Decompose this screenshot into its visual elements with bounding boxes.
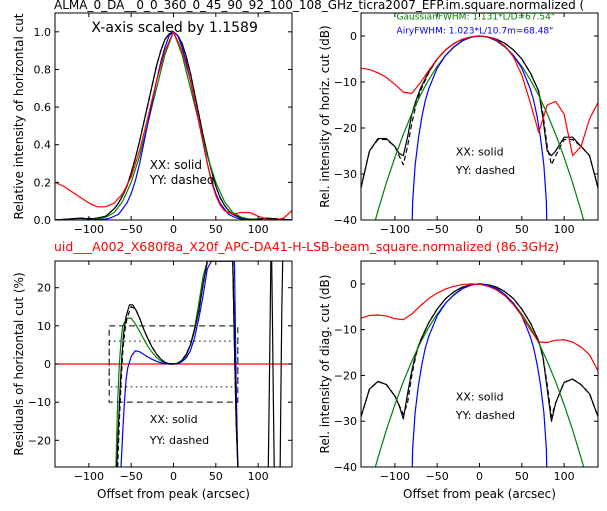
axes-frame: [360, 260, 599, 468]
x-tick-label: −100: [380, 223, 410, 236]
x-tick-label: −50: [426, 223, 449, 236]
y-tick-label: 0.8: [34, 63, 52, 76]
y-axis-label: Rel. intensity of horiz. cut (dB): [318, 25, 332, 207]
annotation-text: XX: solid: [456, 391, 504, 404]
x-tick-label: 50: [515, 470, 529, 483]
y-tick-label: 0.2: [34, 176, 52, 189]
x-tick-label: 50: [209, 223, 223, 236]
x-tick-label: −50: [426, 470, 449, 483]
x-tick-label: 0: [476, 470, 483, 483]
x-tick-label: 50: [515, 223, 529, 236]
y-tick-label: 10: [37, 320, 51, 333]
series-line-3: [55, 31, 292, 220]
x-tick-label: −100: [380, 470, 410, 483]
figure-title-mid: uid___A002_X680f8a_X20f_APC-DA41-H-LSB-b…: [54, 239, 559, 254]
series-line-5: [116, 261, 239, 467]
plot-panels: −100 −50 0 50 1000.00.20.40.60.81.0Relative …: [12, 12, 599, 501]
y-axis-label: Relative intensity of horizontal cut: [12, 13, 26, 219]
axes-frame: [360, 12, 599, 221]
x-tick-label: −50: [120, 470, 143, 483]
y-tick-label: −10: [28, 396, 51, 409]
figure-title-top: ALMA_0_DA__0_0_360_0_45_90_92_100_108_GH…: [54, 0, 584, 12]
y-tick-label: −20: [334, 369, 357, 382]
x-tick-label: 100: [248, 223, 269, 236]
annotation-text: YY: dashed: [455, 164, 515, 177]
y-tick-label: 20: [37, 282, 51, 295]
plot-area: [55, 261, 292, 467]
y-tick-label: −20: [334, 122, 357, 135]
series-line-2: [55, 31, 292, 220]
y-tick-label: −40: [334, 214, 357, 227]
y-tick-label: 0.6: [34, 101, 52, 114]
panel-1: −100 −50 0 50 100 0.0 0.2 0.4 0.6 0.8 1.0 Relative …: [12, 12, 293, 236]
x-axis-label: Offset from peak (arcsec): [97, 487, 250, 501]
x-axis-label: Offset from peak (arcsec): [403, 487, 556, 501]
y-tick-label: −10: [334, 76, 357, 89]
y-tick-label: 0.0: [34, 214, 52, 227]
y-tick-label: 0: [350, 278, 357, 291]
annotation-text: GaussianFWHM: 1.131*L/D=67.54": [397, 12, 555, 22]
x-tick-label: 100: [248, 470, 269, 483]
plot-area: [55, 31, 292, 220]
x-tick-label: −50: [120, 223, 143, 236]
x-tick-label: 50: [209, 470, 223, 483]
series-line-8: [279, 261, 284, 467]
x-tick-label: −100: [74, 470, 104, 483]
annotation-text: X-axis scaled by 1.1589: [91, 20, 257, 36]
series-line-1: [55, 31, 292, 220]
annotation-text: XX: solid: [150, 158, 202, 172]
series-line-4: [411, 283, 548, 467]
x-tick-label: 100: [554, 470, 575, 483]
y-tick-label: 0.4: [34, 139, 52, 152]
series-line-5: [361, 35, 598, 157]
series-line-4: [55, 31, 292, 220]
y-tick-label: −30: [334, 168, 357, 181]
y-tick-label: 1.0: [34, 26, 52, 39]
annotation-text: AiryFWHM: 1.023*L/10.7m=68.48": [397, 27, 554, 37]
y-axis-label: Residuals of horizontal cut (%): [12, 272, 26, 455]
series-line-4: [117, 261, 239, 467]
y-tick-label: −30: [334, 415, 357, 428]
y-tick-label: −10: [334, 324, 357, 337]
y-tick-label: −20: [28, 434, 51, 447]
annotation-text: XX: solid: [456, 146, 504, 159]
series-line-5: [361, 283, 598, 372]
x-tick-label: 0: [170, 223, 177, 236]
y-tick-label: −40: [334, 461, 357, 474]
x-tick-label: 0: [476, 223, 483, 236]
y-axis-label: Rel. intensity of diag. cut (dB): [318, 275, 332, 454]
x-tick-label: −100: [74, 223, 104, 236]
y-tick-label: 0: [44, 358, 51, 371]
x-tick-label: 100: [554, 223, 575, 236]
plot-area: [361, 35, 598, 220]
series-line-5: [55, 31, 292, 220]
annotation-text: XX: solid: [150, 413, 198, 426]
axes-frame: [54, 12, 293, 221]
annotation-text: YY: dashed: [455, 409, 515, 422]
annotation-text: YY: dashed: [149, 434, 209, 447]
series-line-7: [271, 261, 275, 467]
x-tick-label: 0: [170, 470, 177, 483]
y-tick-label: 0: [350, 30, 357, 43]
annotation-text: YY: dashed: [149, 173, 215, 187]
plot-area: [361, 283, 598, 467]
series-line-6: [267, 261, 272, 467]
